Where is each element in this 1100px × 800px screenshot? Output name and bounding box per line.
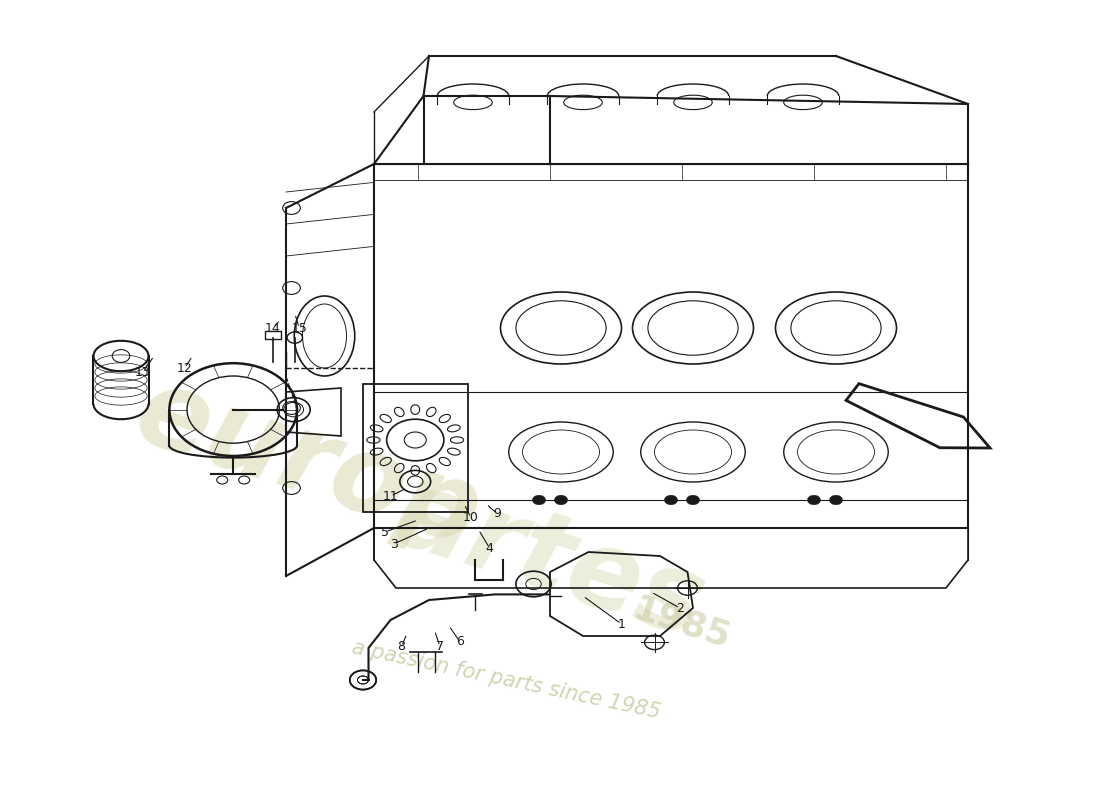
- Text: 1: 1: [617, 618, 626, 630]
- Text: 5: 5: [381, 526, 389, 538]
- Text: a passion for parts since 1985: a passion for parts since 1985: [350, 638, 662, 722]
- Text: 10: 10: [463, 511, 478, 524]
- Text: 13: 13: [135, 366, 151, 378]
- Text: 15: 15: [292, 322, 307, 334]
- Bar: [265, 331, 280, 339]
- Text: 12: 12: [177, 362, 192, 374]
- Text: 11: 11: [383, 490, 398, 502]
- Text: 2: 2: [675, 602, 684, 614]
- Text: 3: 3: [389, 538, 398, 550]
- Text: 8: 8: [397, 640, 406, 653]
- Text: 14: 14: [265, 322, 280, 334]
- Text: artes: artes: [383, 461, 717, 659]
- Text: 7: 7: [436, 640, 444, 653]
- Circle shape: [686, 495, 700, 505]
- Circle shape: [829, 495, 843, 505]
- Text: 4: 4: [485, 542, 494, 554]
- Text: 1985: 1985: [629, 592, 735, 656]
- Text: 9: 9: [493, 507, 502, 520]
- Text: europ: europ: [122, 358, 494, 570]
- Circle shape: [807, 495, 821, 505]
- Circle shape: [554, 495, 568, 505]
- Circle shape: [532, 495, 546, 505]
- Text: 6: 6: [455, 635, 464, 648]
- Circle shape: [664, 495, 678, 505]
